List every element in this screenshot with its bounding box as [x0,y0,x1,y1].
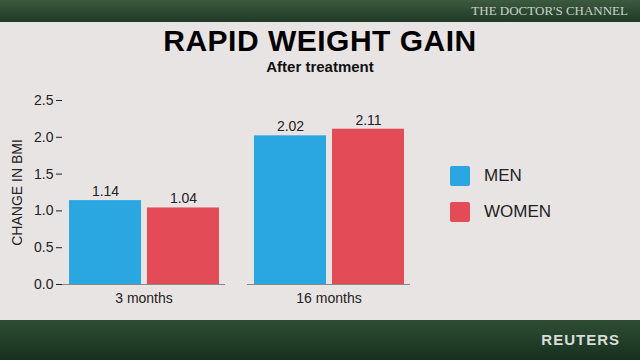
svg-text:1.04: 1.04 [170,190,197,206]
svg-text:1.0: 1.0 [34,202,54,218]
svg-text:0.5: 0.5 [34,239,54,255]
svg-text:0.0: 0.0 [34,276,54,292]
svg-text:2.5: 2.5 [34,92,54,108]
html-text:REUTERS: REUTERS [541,331,620,348]
svg-text:16 months: 16 months [296,290,361,306]
html-text:THE DOCTOR'S CHANNEL: THE DOCTOR'S CHANNEL [471,3,628,18]
html-text:WOMEN: WOMEN [484,202,551,221]
html-text:MEN: MEN [484,166,522,185]
svg-text:CHANGE IN BMI: CHANGE IN BMI [9,139,25,246]
svg-text:1.5: 1.5 [34,166,54,182]
html-text:After treatment: After treatment [266,58,374,75]
html-text:RAPID WEIGHT GAIN: RAPID WEIGHT GAIN [163,24,477,57]
svg-text:2.0: 2.0 [34,129,54,145]
svg-text:1.14: 1.14 [92,183,119,199]
svg-text:2.02: 2.02 [277,118,304,134]
svg-text:3 months: 3 months [115,290,173,306]
svg-text:2.11: 2.11 [355,112,381,128]
